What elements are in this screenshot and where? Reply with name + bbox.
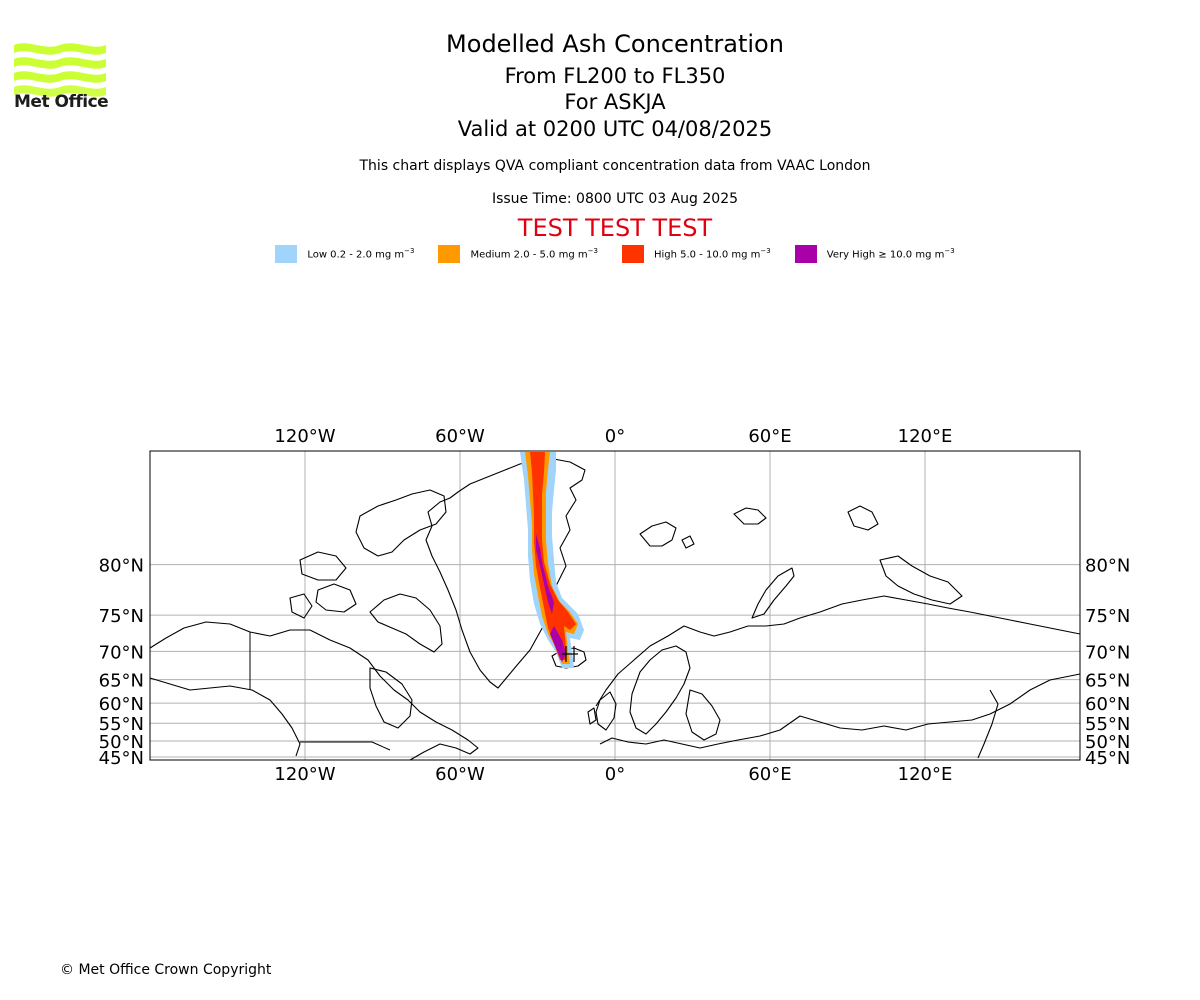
lat-tick-label-right: 65°N — [1085, 671, 1130, 692]
lon-tick-label-bottom: 0° — [605, 764, 625, 785]
lat-tick-label-right: 55°N — [1085, 714, 1130, 735]
svalbard-coast — [639, 521, 677, 547]
legend-exponent: −3 — [760, 247, 771, 256]
copyright: © Met Office Crown Copyright — [60, 962, 272, 978]
legend-swatch-high — [621, 245, 644, 263]
lat-tick-label-left: 60°N — [99, 694, 144, 715]
test-banner: TEST TEST TEST — [517, 214, 713, 242]
coastlines — [149, 457, 1081, 761]
ash-plume — [520, 452, 584, 668]
level-range: From FL200 to FL350 — [504, 64, 726, 88]
lat-tick-label-left: 50°N — [99, 732, 144, 753]
valid-time: Valid at 0200 UTC 04/08/2025 — [457, 117, 773, 141]
lon-tick-label-bottom: 60°W — [435, 764, 485, 785]
baltic-coast — [685, 689, 721, 741]
alaska-coast — [149, 677, 301, 757]
lat-tick-label-right: 75°N — [1085, 606, 1130, 627]
legend-swatch-low — [275, 245, 298, 263]
met-office-logo — [14, 43, 106, 97]
legend-item-medium: Medium 2.0 - 5.0 mg m−3 — [438, 245, 598, 263]
scandinavia-coast — [629, 645, 691, 735]
lon-tick-label-bottom: 120°E — [898, 764, 953, 785]
lat-tick-label-right: 80°N — [1085, 556, 1130, 577]
lon-tick-label-bottom: 60°E — [748, 764, 791, 785]
legend-exponent: −3 — [404, 247, 415, 256]
north-america-coast — [149, 621, 479, 761]
volcano-name: For ASKJA — [564, 90, 666, 114]
ash-high — [530, 452, 576, 660]
legend-exponent: −3 — [587, 247, 598, 256]
legend-item-high: High 5.0 - 10.0 mg m−3 — [621, 245, 771, 263]
legend-label-low: Low 0.2 - 2.0 mg m — [307, 249, 405, 261]
axis-labels: 120°W 120°W 60°W 60°W 0° 0° 60°E 60°E 120°E 120°E… — [99, 426, 1131, 785]
lat-tick-label-right: 45°N — [1085, 748, 1130, 769]
hudson-bay-coast — [369, 667, 413, 729]
europe-coast — [599, 673, 1081, 749]
novaya-zemlya-coast — [751, 567, 795, 619]
lon-tick-label-top: 0° — [605, 426, 625, 447]
eurasia-north-coast — [595, 595, 1081, 707]
lat-tick-label-left: 70°N — [99, 642, 144, 663]
legend-label-medium: Medium 2.0 - 5.0 mg m — [470, 249, 588, 261]
us-canada-border — [300, 741, 391, 751]
lat-tick-label-right: 50°N — [1085, 732, 1130, 753]
legend-exponent: −3 — [944, 247, 955, 256]
lat-tick-label-left: 55°N — [99, 714, 144, 735]
lat-tick-label-left: 65°N — [99, 671, 144, 692]
legend-label-high: High 5.0 - 10.0 mg m — [653, 249, 761, 261]
lon-tick-label-bottom: 120°W — [274, 764, 335, 785]
volcano-marker — [562, 646, 578, 662]
baffin-coast — [369, 593, 443, 653]
lat-tick-label-left: 80°N — [99, 556, 144, 577]
ash-very-high — [536, 534, 566, 662]
legend-swatch-medium — [438, 245, 461, 263]
map-frame — [149, 450, 1081, 761]
lon-tick-label-top: 60°W — [435, 426, 485, 447]
legend-item-very-high: Very High ≥ 10.0 mg m−3 — [794, 245, 955, 263]
lon-tick-label-top: 60°E — [748, 426, 791, 447]
greenland-coast — [425, 457, 586, 689]
lon-tick-label-top: 120°W — [274, 426, 335, 447]
chart-title: Modelled Ash Concentration — [446, 30, 784, 58]
legend: Low 0.2 - 2.0 mg m−3 Medium 2.0 - 5.0 mg… — [0, 244, 1200, 264]
chart-description: This chart displays QVA compliant concen… — [359, 158, 871, 174]
issue-time: Issue Time: 0800 UTC 03 Aug 2025 — [491, 191, 739, 207]
lon-tick-label-top: 120°E — [898, 426, 953, 447]
legend-swatch-very-high — [794, 245, 817, 263]
lat-tick-label-left: 75°N — [99, 606, 144, 627]
kamchatka-coast — [977, 689, 999, 759]
logo-text: Met Office — [14, 92, 109, 112]
ellesmere-coast — [355, 489, 447, 557]
legend-item-low: Low 0.2 - 2.0 mg m−3 — [275, 245, 414, 263]
lat-tick-label-right: 60°N — [1085, 694, 1130, 715]
legend-label-very-high: Very High ≥ 10.0 mg m — [826, 249, 945, 261]
lat-tick-label-left: 45°N — [99, 748, 144, 769]
lat-tick-label-right: 70°N — [1085, 642, 1130, 663]
british-isles-coast — [595, 691, 617, 731]
